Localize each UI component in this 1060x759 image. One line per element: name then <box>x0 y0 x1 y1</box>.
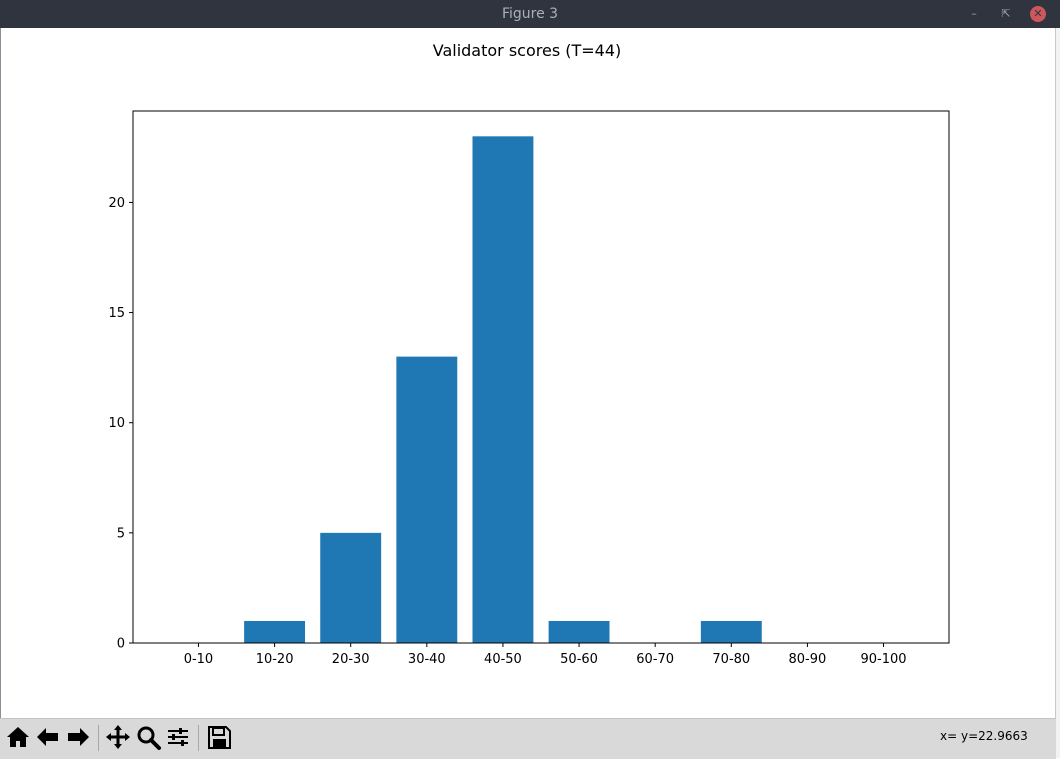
zoom-icon <box>137 726 161 750</box>
x-tick-label: 10-20 <box>256 652 294 667</box>
x-tick-label: 30-40 <box>408 652 446 667</box>
x-tick-label: 20-30 <box>332 652 370 667</box>
x-tick-label: 70-80 <box>712 652 750 667</box>
save-icon <box>208 726 231 749</box>
window-right-edge <box>1055 28 1060 758</box>
chart-title: Validator scores (T=44) <box>433 41 622 60</box>
plot-frame <box>132 110 950 644</box>
bar <box>320 532 382 643</box>
navigation-toolbar: x= y=22.9663 <box>0 718 1056 759</box>
window-title: Figure 3 <box>501 6 559 22</box>
bar <box>548 620 610 643</box>
title-bar[interactable]: Figure 3 – ⇱ ✕ <box>0 0 1060 28</box>
bar-chart: Validator scores (T=44) 0-10 10-20 20-30 30… <box>108 41 950 667</box>
configure-subplots-button[interactable] <box>164 723 192 751</box>
minimize-icon[interactable]: – <box>971 7 977 20</box>
x-tick-label: 90-100 <box>861 652 907 667</box>
close-icon[interactable]: ✕ <box>1030 6 1046 22</box>
zoom-button[interactable] <box>134 723 162 751</box>
y-tick-label: 10 <box>108 416 125 431</box>
configure-subplots-icon <box>168 728 188 746</box>
forward-arrow-icon <box>68 728 89 746</box>
back-arrow-icon <box>37 728 58 746</box>
cursor-coordinates: x= y=22.9663 <box>940 729 1028 743</box>
home-icon <box>7 727 29 747</box>
x-tick-label: 80-90 <box>789 652 827 667</box>
x-tick-label: 50-60 <box>560 652 598 667</box>
maximize-icon[interactable]: ⇱ <box>1001 7 1011 20</box>
pan-icon <box>106 725 130 749</box>
bar <box>244 620 306 643</box>
y-tick-label: 5 <box>117 526 125 541</box>
bar <box>396 356 458 643</box>
back-button[interactable] <box>34 723 62 751</box>
y-tick-label: 15 <box>108 306 125 321</box>
y-tick-label: 0 <box>117 637 125 652</box>
y-tick-label: 20 <box>108 196 125 211</box>
bar <box>472 136 534 643</box>
x-tick-label: 60-70 <box>636 652 674 667</box>
toolbar-separator <box>198 725 199 751</box>
bar <box>700 620 762 643</box>
window-left-edge <box>0 28 1 718</box>
forward-button[interactable] <box>64 723 92 751</box>
save-button[interactable] <box>205 723 233 751</box>
home-button[interactable] <box>4 723 32 751</box>
x-tick-label: 40-50 <box>484 652 522 667</box>
pan-button[interactable] <box>104 723 132 751</box>
x-tick-label: 0-10 <box>184 652 214 667</box>
figure-canvas[interactable]: Validator scores (T=44) 0-10 10-20 20-30 30… <box>1 28 1055 718</box>
toolbar-separator <box>98 725 99 751</box>
